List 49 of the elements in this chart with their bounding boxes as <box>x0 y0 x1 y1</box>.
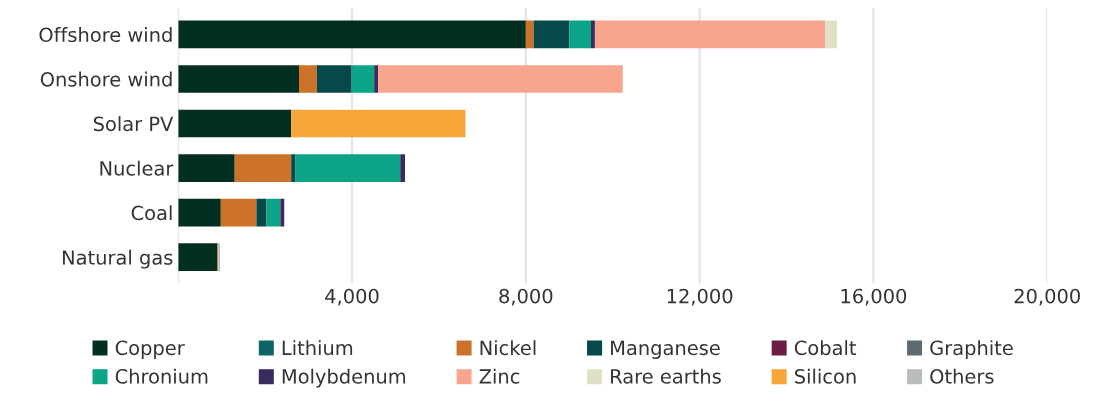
bar <box>291 109 466 138</box>
bar <box>591 20 595 49</box>
bar <box>299 65 317 93</box>
y-tick-label: Offshore wind <box>39 27 172 43</box>
legend-label: Molybdenum <box>282 368 406 388</box>
legend-label: Others <box>930 368 994 384</box>
y-tick-label: Nuclear <box>100 160 174 176</box>
bar <box>378 65 623 93</box>
legend-label: Rare earths <box>611 368 721 384</box>
legend-label: Manganese <box>611 340 720 359</box>
y-tick-label: Natural gas <box>62 249 173 269</box>
bar <box>316 65 352 93</box>
bar <box>178 109 292 138</box>
bar <box>291 154 296 182</box>
legend-label: Chronium <box>115 368 208 384</box>
bar <box>400 154 406 182</box>
bar <box>280 198 285 227</box>
x-tick-label: 16,000 <box>841 288 907 306</box>
bar <box>178 154 235 182</box>
bar <box>220 198 257 227</box>
y-tick-label: Onshore wind <box>40 71 172 87</box>
bar <box>178 20 526 49</box>
bar <box>533 20 570 49</box>
bar <box>594 20 826 49</box>
y-tick-label: Coal <box>131 205 172 221</box>
bar <box>295 154 401 182</box>
legend-label: Graphite <box>930 340 1013 359</box>
x-tick-label: 8,000 <box>499 288 553 306</box>
bar <box>178 198 221 227</box>
x-tick-label: 20,000 <box>1014 288 1080 306</box>
bar <box>825 20 837 49</box>
x-tick-label: 12,000 <box>667 288 733 306</box>
bar <box>234 154 292 182</box>
legend-label: Cobalt <box>794 340 857 356</box>
bar <box>569 20 591 49</box>
legend-label: Zinc <box>479 368 520 384</box>
bar <box>525 20 534 49</box>
bar <box>374 65 379 93</box>
bar <box>266 198 281 227</box>
legend-label: Silicon <box>795 368 856 384</box>
legend-label: Copper <box>115 340 185 359</box>
y-tick-label: Solar PV <box>93 116 174 132</box>
legend-label: Nickel <box>480 340 536 356</box>
bar <box>178 243 218 271</box>
legend-label: Lithium <box>282 340 353 356</box>
bar <box>256 198 267 227</box>
bar <box>351 65 375 93</box>
bar <box>178 65 300 93</box>
x-tick-label: 4,000 <box>325 288 379 306</box>
